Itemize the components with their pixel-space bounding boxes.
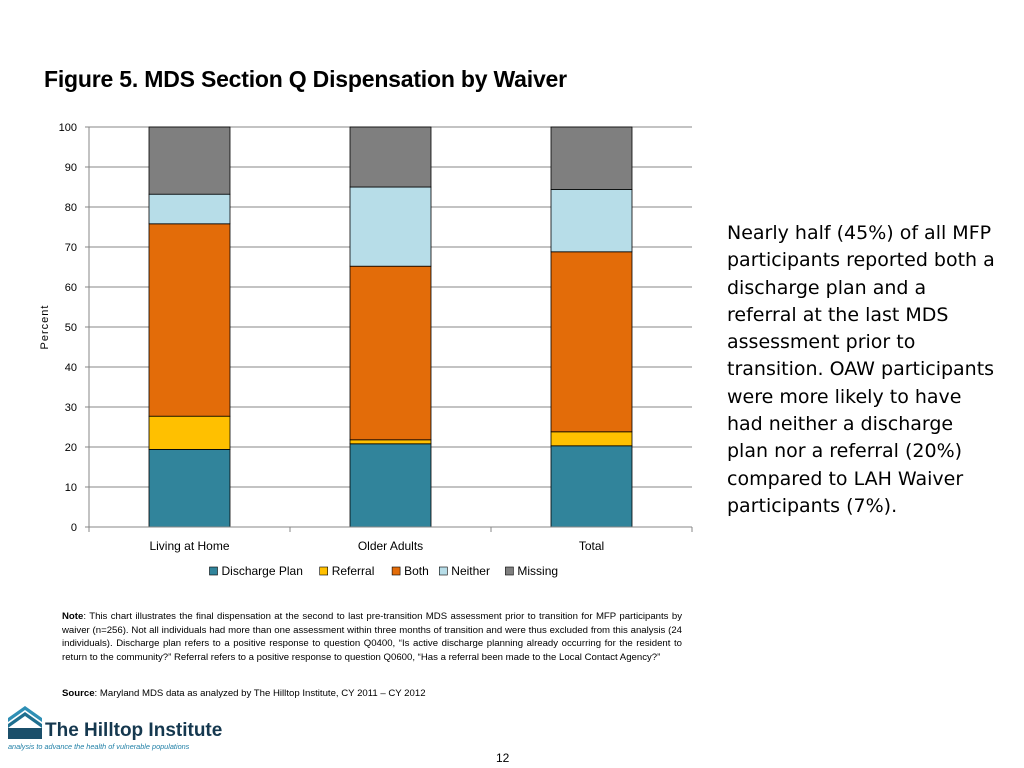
bar-segment [148,193,231,225]
bar-segment [349,265,432,441]
note-text: Note: This chart illustrates the final d… [62,610,682,664]
source-label: Source [62,688,95,699]
summary-text: Nearly half (45%) of all MFP participant… [727,222,995,517]
legend-label: Referral [332,564,375,578]
x-tick-label: Total [579,539,604,553]
logo-tagline: analysis to advance the health of vulner… [8,742,190,751]
logo-name: The Hilltop Institute [45,720,223,741]
bar-segment [148,415,231,450]
y-axis-title: Percent [39,305,51,350]
bar-segment [349,439,432,445]
y-tick-label: 30 [65,402,77,414]
y-tick-label: 70 [65,242,77,254]
bars [148,126,633,528]
bar-segment [550,431,633,447]
bar-segment [148,126,231,195]
legend-swatch [505,566,514,576]
legend-swatch [391,566,401,576]
legend-label: Discharge Plan [222,564,303,578]
y-tick-label: 50 [65,322,77,334]
x-tick-label: Older Adults [358,539,423,553]
bar-segment [550,445,633,528]
x-tick-label: Living at Home [149,539,229,553]
bar-segment [148,223,231,417]
legend-swatch [319,566,329,576]
y-tick-label: 100 [59,122,77,134]
y-tick-label: 80 [65,202,77,214]
legend-label: Both [404,564,429,578]
page-number: 12 [496,751,510,765]
bar-segment [148,448,231,528]
bar-segment [550,126,633,190]
bar-segment [550,251,633,433]
bar-segment [349,443,432,528]
hilltop-logo-icon [8,706,42,739]
y-tick-label: 10 [65,482,77,494]
figure-title: Figure 5. MDS Section Q Dispensation by … [44,66,567,92]
source-body: : Maryland MDS data as analyzed by The H… [94,688,426,699]
legend: Discharge Plan Referral Both Neither Missing [209,564,558,578]
legend-swatch [209,566,218,576]
legend-label: Missing [517,564,558,578]
stacked-bar-chart: 0 10 20 30 40 50 60 70 80 90 100 Percent Living at H… [39,122,693,578]
hilltop-logo: The Hilltop Institute analysis to advanc… [8,704,248,754]
y-tick-label: 40 [65,362,77,374]
bar-segment [349,126,432,188]
source-text: Source: Maryland MDS data as analyzed by… [62,688,682,699]
y-tick-label: 60 [65,282,77,294]
y-tick-label: 20 [65,442,77,454]
bar-segment [550,188,633,253]
note-label: Note [62,611,84,622]
bar-segment [349,186,432,267]
y-tick-label: 0 [71,522,77,534]
legend-label: Neither [451,564,490,578]
legend-swatch [438,566,448,576]
axes: 0 10 20 30 40 50 60 70 80 90 100 Percent Living at H… [39,122,693,553]
note-body: : This chart illustrates the final dispe… [62,611,682,663]
y-tick-label: 90 [65,162,77,174]
